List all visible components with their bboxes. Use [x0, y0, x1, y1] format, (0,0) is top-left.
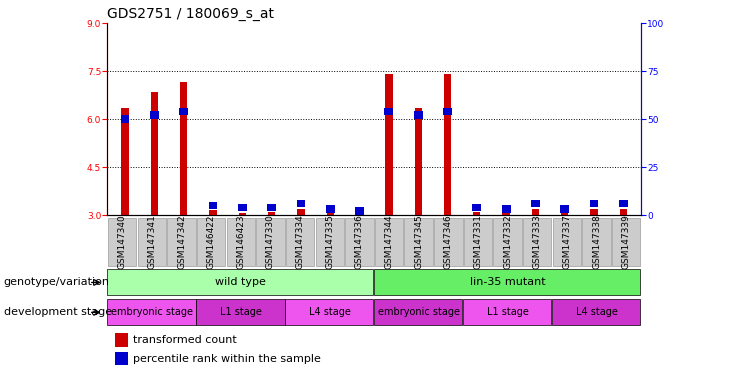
Text: GSM147339: GSM147339 — [622, 215, 631, 269]
Bar — [138, 218, 166, 266]
Bar — [434, 218, 462, 266]
Bar — [385, 74, 393, 215]
Bar — [208, 202, 217, 209]
Text: GSM147330: GSM147330 — [266, 215, 275, 269]
Text: GDS2751 / 180069_s_at: GDS2751 / 180069_s_at — [107, 7, 274, 21]
Bar — [523, 218, 551, 266]
Bar — [180, 82, 187, 215]
Bar — [561, 214, 568, 215]
Bar — [107, 270, 373, 295]
Text: GSM147346: GSM147346 — [444, 215, 453, 269]
Text: GSM147341: GSM147341 — [147, 215, 156, 269]
Bar — [502, 205, 511, 213]
Text: GSM147340: GSM147340 — [118, 215, 127, 269]
Bar — [405, 218, 433, 266]
Text: GSM147342: GSM147342 — [177, 215, 186, 269]
Bar — [209, 210, 216, 215]
Bar — [268, 204, 276, 211]
Bar — [560, 205, 569, 213]
Text: lin-35 mutant: lin-35 mutant — [470, 277, 545, 288]
Bar — [197, 218, 225, 266]
Text: GSM147334: GSM147334 — [296, 215, 305, 269]
Bar — [385, 108, 393, 115]
Bar — [238, 204, 247, 211]
Bar — [150, 92, 158, 215]
Bar — [494, 218, 522, 266]
Bar — [239, 214, 246, 215]
Text: percentile rank within the sample: percentile rank within the sample — [133, 354, 322, 364]
Bar — [502, 214, 510, 215]
Bar — [414, 108, 422, 215]
Bar — [256, 218, 285, 266]
Bar — [285, 300, 373, 325]
Text: L4 stage: L4 stage — [576, 307, 617, 318]
Bar — [375, 218, 403, 266]
Bar — [413, 111, 422, 119]
Bar — [296, 200, 305, 207]
Bar — [590, 200, 599, 207]
Bar — [464, 218, 492, 266]
Text: embryonic stage: embryonic stage — [378, 307, 459, 318]
Text: genotype/variation: genotype/variation — [4, 277, 110, 288]
Bar — [179, 108, 188, 115]
Text: GSM146423: GSM146423 — [236, 215, 245, 269]
Text: GSM147332: GSM147332 — [503, 215, 512, 269]
Text: L4 stage: L4 stage — [309, 307, 350, 318]
Bar — [326, 205, 335, 213]
Bar — [150, 111, 159, 119]
Bar — [345, 218, 373, 266]
Text: wild type: wild type — [216, 277, 266, 288]
Bar — [531, 200, 540, 207]
Text: embryonic stage: embryonic stage — [111, 307, 193, 318]
Bar — [619, 200, 628, 207]
Bar — [286, 218, 314, 266]
Bar — [374, 300, 462, 325]
Bar — [443, 108, 452, 115]
Text: L1 stage: L1 stage — [487, 307, 528, 318]
Bar — [473, 212, 480, 215]
Text: GSM147335: GSM147335 — [325, 215, 334, 269]
Bar — [115, 333, 128, 347]
Text: L1 stage: L1 stage — [220, 307, 262, 318]
Bar — [115, 352, 128, 365]
Bar — [268, 212, 275, 215]
Bar — [582, 218, 611, 266]
Text: GSM147344: GSM147344 — [385, 215, 393, 269]
Bar — [107, 300, 196, 325]
Bar — [473, 204, 481, 211]
Text: GSM147345: GSM147345 — [414, 215, 423, 269]
Bar — [532, 209, 539, 215]
Bar — [108, 218, 136, 266]
Text: development stage: development stage — [4, 307, 112, 318]
Bar — [121, 115, 130, 123]
Bar — [196, 300, 285, 325]
Bar — [327, 214, 334, 215]
Bar — [553, 218, 581, 266]
Bar — [552, 300, 640, 325]
Text: GSM147337: GSM147337 — [562, 215, 571, 269]
Text: GSM146422: GSM146422 — [207, 215, 216, 269]
Text: transformed count: transformed count — [133, 335, 237, 345]
Text: GSM147338: GSM147338 — [592, 215, 601, 269]
Bar — [463, 300, 551, 325]
Bar — [612, 218, 640, 266]
Text: GSM147331: GSM147331 — [473, 215, 482, 269]
Bar — [355, 207, 364, 215]
Text: GSM147333: GSM147333 — [533, 215, 542, 269]
Bar — [227, 218, 255, 266]
Bar — [167, 218, 196, 266]
Text: GSM147336: GSM147336 — [355, 215, 364, 269]
Bar — [297, 209, 305, 215]
Bar — [122, 108, 129, 215]
Bar — [619, 209, 627, 215]
Bar — [444, 74, 451, 215]
Bar — [316, 218, 344, 266]
Bar — [591, 209, 598, 215]
Bar — [374, 270, 640, 295]
